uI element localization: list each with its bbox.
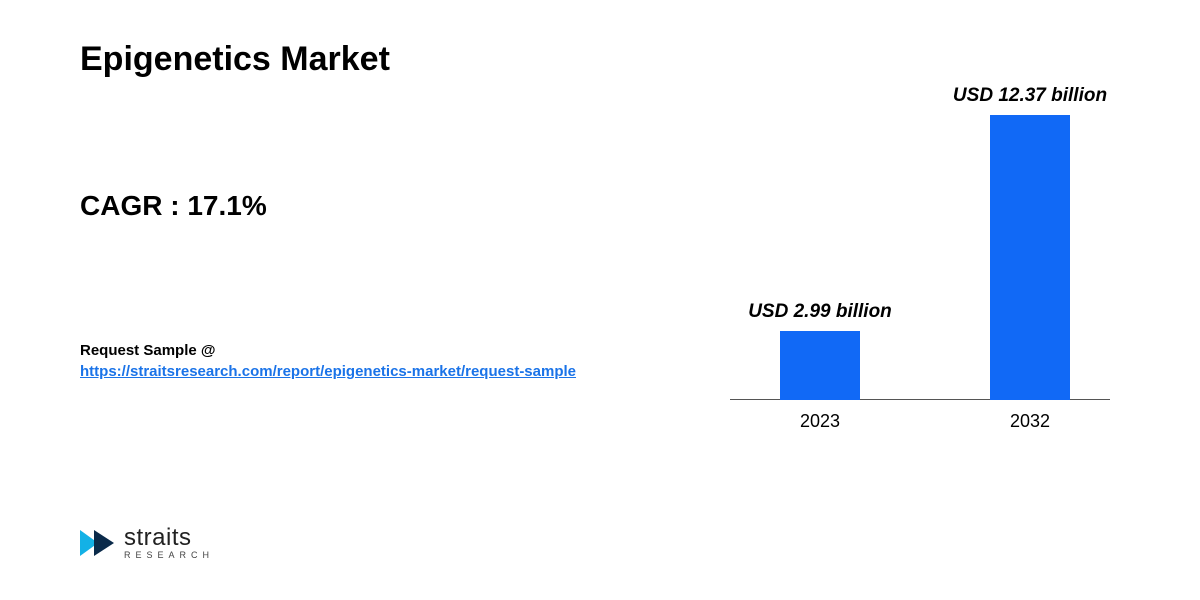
bar-value-label: USD 12.37 billion — [953, 85, 1107, 107]
logo-sub-text: RESEARCH — [124, 551, 214, 560]
bar-group: USD 12.37 billion — [990, 85, 1070, 400]
bar — [990, 115, 1070, 400]
cagr-label: CAGR : 17.1% — [80, 190, 267, 222]
bar-chart: USD 2.99 billion USD 12.37 billion 2023 20… — [670, 60, 1130, 440]
logo-text: straits RESEARCH — [124, 526, 214, 560]
brand-logo: straits RESEARCH — [80, 526, 214, 560]
bar-group: USD 2.99 billion — [780, 301, 860, 400]
page-title: Epigenetics Market — [80, 40, 640, 79]
bar-value-label: USD 2.99 billion — [748, 301, 892, 323]
request-sample-block: Request Sample @ https://straitsresearch… — [80, 340, 580, 382]
request-prefix: Request Sample @ — [80, 340, 580, 361]
x-axis-label: 2023 — [780, 411, 860, 432]
infographic-container: Epigenetics Market CAGR : 17.1% Request … — [0, 0, 1200, 600]
left-column: Epigenetics Market — [80, 40, 640, 79]
logo-main-text: straits — [124, 526, 214, 550]
request-sample-link[interactable]: https://straitsresearch.com/report/epige… — [80, 363, 576, 380]
bar — [780, 331, 860, 400]
x-axis-label: 2032 — [990, 411, 1070, 432]
logo-mark-icon — [80, 528, 118, 558]
